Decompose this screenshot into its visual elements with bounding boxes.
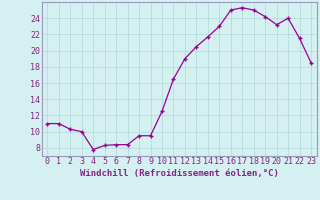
X-axis label: Windchill (Refroidissement éolien,°C): Windchill (Refroidissement éolien,°C) (80, 169, 279, 178)
